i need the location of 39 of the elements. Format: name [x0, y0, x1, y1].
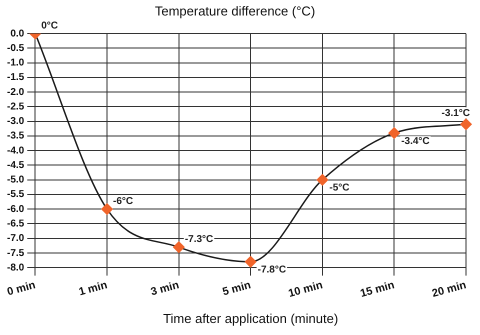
point	[388, 127, 400, 139]
y-tick-label: -0.5	[6, 42, 25, 54]
y-tick-label: -2.5	[6, 101, 25, 112]
point	[244, 256, 256, 268]
y-tick-label: -4.0	[6, 145, 25, 156]
data-label: -5°C	[329, 182, 350, 194]
y-tick-label: -3.5	[6, 130, 25, 142]
data-label: -7.3°C	[184, 234, 214, 245]
y-tick-label: -5.0	[6, 174, 25, 186]
y-tick-label: -6.5	[6, 218, 25, 230]
y-tick-label: -4.5	[6, 160, 25, 171]
y-tick-label: 0.0	[10, 28, 25, 40]
data-label: -3.4°C	[401, 136, 430, 147]
y-tick-label: -8.0	[6, 262, 25, 274]
x-tick-label: 15 min	[358, 279, 396, 300]
data-label: -6°C	[113, 196, 134, 207]
chart-title: Temperature difference (°C)	[154, 3, 316, 18]
x-tick-label: 20 min	[430, 279, 468, 300]
point	[173, 241, 185, 253]
x-axis-title: Time after application (minute)	[163, 310, 338, 326]
x-tick-label: 5 min	[221, 279, 252, 298]
data-label: -7.8°C	[258, 264, 286, 276]
y-tick-label: -5.5	[6, 189, 25, 200]
y-tick-label: -7.0	[6, 233, 25, 244]
x-tick-label: 10 min	[287, 279, 324, 300]
point	[460, 118, 472, 130]
x-tick-label: 3 min	[150, 279, 181, 298]
data-label: -3.1°C	[442, 108, 470, 120]
y-tick-label: -1.0	[6, 58, 25, 69]
y-tick-label: -6.0	[6, 204, 25, 215]
y-tick-label: -2.0	[6, 86, 25, 98]
y-tick-label: -1.5	[6, 72, 25, 84]
y-tick-label: -3.0	[6, 116, 25, 128]
point	[316, 174, 328, 186]
x-tick-label: 0 min	[6, 279, 38, 298]
x-tick-label: 1 min	[78, 279, 109, 298]
y-tick-label: -7.5	[6, 248, 25, 259]
data-label: 0°C	[41, 20, 58, 32]
point	[101, 203, 113, 215]
